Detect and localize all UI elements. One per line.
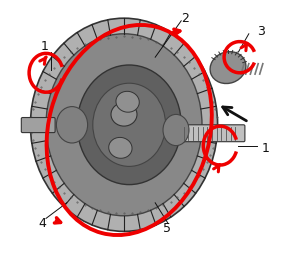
Ellipse shape [77,65,181,185]
Ellipse shape [111,103,137,126]
Ellipse shape [210,52,246,83]
FancyBboxPatch shape [180,125,245,142]
Ellipse shape [30,18,218,231]
Text: 1: 1 [41,40,49,53]
Ellipse shape [163,114,189,146]
Text: 2: 2 [181,12,189,25]
Ellipse shape [109,137,132,158]
Ellipse shape [116,91,139,112]
Text: 3: 3 [256,25,265,38]
FancyBboxPatch shape [21,118,55,133]
Text: 4: 4 [38,217,46,230]
Ellipse shape [93,83,166,166]
Text: 5: 5 [163,222,171,235]
Text: 1: 1 [262,142,270,155]
Ellipse shape [56,107,88,143]
Ellipse shape [46,34,202,216]
